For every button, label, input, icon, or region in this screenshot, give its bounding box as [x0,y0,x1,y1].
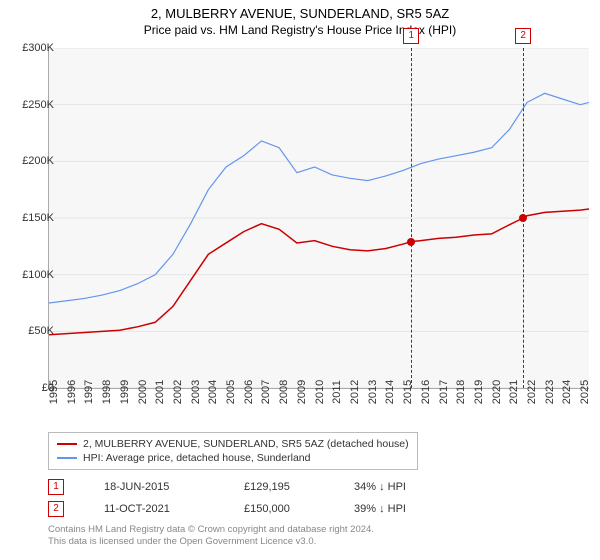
marker-dot-1 [407,238,415,246]
y-axis-label: £300K [22,42,54,54]
x-axis-label: 2016 [420,380,432,404]
footnote-line1: Contains HM Land Registry data © Crown c… [48,524,374,536]
x-axis-label: 2023 [544,380,556,404]
x-axis-label: 2025 [579,380,591,404]
series-hpi [49,93,589,303]
y-axis-label: £250K [22,99,54,111]
y-axis-label: £100K [22,269,54,281]
x-axis-label: 2015 [402,380,414,404]
x-axis-label: 1997 [83,380,95,404]
chart-title: 2, MULBERRY AVENUE, SUNDERLAND, SR5 5AZ [0,0,600,21]
transaction-date: 18-JUN-2015 [104,481,204,493]
marker-label-2: 2 [515,28,531,44]
footnote: Contains HM Land Registry data © Crown c… [48,524,374,549]
transaction-marker-2: 2 [48,501,64,517]
x-axis-label: 2002 [172,380,184,404]
x-axis-label: 2009 [296,380,308,404]
x-axis-label: 2006 [243,380,255,404]
y-axis-label: £200K [22,155,54,167]
marker-line-1 [411,48,412,388]
chart-subtitle: Price paid vs. HM Land Registry's House … [0,21,600,41]
plot-area: 12 [48,48,589,389]
x-axis-label: 2005 [225,380,237,404]
x-axis-label: 2003 [190,380,202,404]
footnote-line2: This data is licensed under the Open Gov… [48,536,374,548]
x-axis-label: 2018 [455,380,467,404]
x-axis-label: 1998 [101,380,113,404]
x-axis-label: 1999 [119,380,131,404]
x-axis-label: 2010 [314,380,326,404]
x-axis-label: 2014 [384,380,396,404]
y-axis-label: £50K [28,325,54,337]
transaction-pct: 34% ↓ HPI [354,481,444,493]
transaction-table: 1 18-JUN-2015 £129,195 34% ↓ HPI 2 11-OC… [48,476,444,520]
table-row: 1 18-JUN-2015 £129,195 34% ↓ HPI [48,476,444,498]
transaction-pct: 39% ↓ HPI [354,503,444,515]
x-axis-label: 1996 [66,380,78,404]
transaction-date: 11-OCT-2021 [104,503,204,515]
x-axis-label: 2011 [331,380,343,404]
series-property [49,209,589,335]
legend-item-property: 2, MULBERRY AVENUE, SUNDERLAND, SR5 5AZ … [57,437,409,451]
x-axis-label: 2022 [526,380,538,404]
legend-label-property: 2, MULBERRY AVENUE, SUNDERLAND, SR5 5AZ … [83,438,409,450]
x-axis-label: 2013 [367,380,379,404]
legend-swatch-property [57,443,77,445]
x-axis-label: 2020 [491,380,503,404]
x-axis-label: 2019 [473,380,485,404]
x-axis-label: 2024 [561,380,573,404]
table-row: 2 11-OCT-2021 £150,000 39% ↓ HPI [48,498,444,520]
x-axis-label: 2001 [154,380,166,404]
y-axis-label: £150K [22,212,54,224]
x-axis-label: 2000 [137,380,149,404]
legend-swatch-hpi [57,457,77,459]
marker-dot-2 [519,214,527,222]
transaction-price: £150,000 [244,503,314,515]
x-axis-label: 1995 [48,380,60,404]
x-axis-label: 2021 [508,380,520,404]
transaction-price: £129,195 [244,481,314,493]
x-axis-label: 2008 [278,380,290,404]
marker-label-1: 1 [403,28,419,44]
x-axis-label: 2012 [349,380,361,404]
transaction-marker-1: 1 [48,479,64,495]
legend-label-hpi: HPI: Average price, detached house, Sund… [83,452,310,464]
line-series-svg [49,48,589,388]
legend: 2, MULBERRY AVENUE, SUNDERLAND, SR5 5AZ … [48,432,418,470]
chart-container: 2, MULBERRY AVENUE, SUNDERLAND, SR5 5AZ … [0,0,600,560]
legend-item-hpi: HPI: Average price, detached house, Sund… [57,451,409,465]
x-axis-label: 2004 [207,380,219,404]
x-axis-label: 2007 [260,380,272,404]
x-axis-label: 2017 [438,380,450,404]
